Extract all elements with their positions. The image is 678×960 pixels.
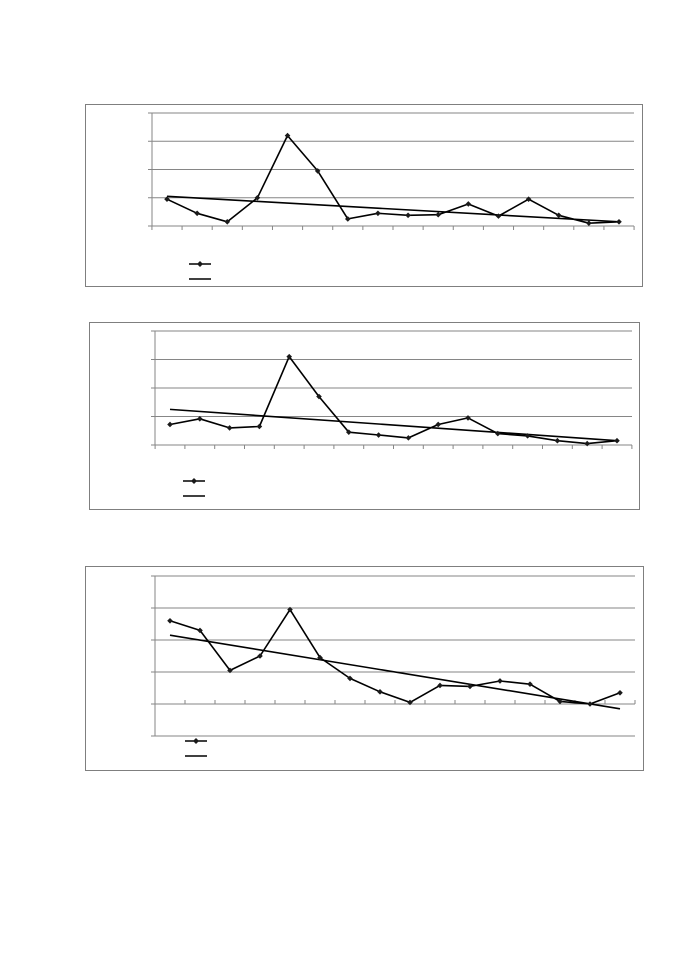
data-point	[286, 353, 292, 360]
data-point	[555, 212, 562, 219]
series-line	[169, 608, 621, 705]
data-point	[254, 194, 261, 201]
trend-line	[169, 408, 618, 442]
data-point	[497, 678, 503, 684]
data-point	[616, 218, 622, 225]
legend-series-marker	[191, 478, 197, 484]
data-point	[465, 415, 471, 421]
data-point	[554, 437, 561, 444]
data-point	[465, 201, 472, 207]
data-point	[194, 210, 200, 217]
data-point	[557, 698, 563, 705]
data-point	[346, 429, 352, 435]
data-point	[524, 433, 531, 439]
data-point	[287, 606, 293, 613]
data-point	[227, 667, 233, 674]
data-point	[375, 210, 381, 217]
data-point	[284, 132, 291, 139]
data-point	[347, 675, 353, 682]
data-point	[257, 653, 263, 659]
data-point	[197, 627, 203, 634]
data-point	[405, 212, 411, 219]
trend-line	[166, 195, 620, 223]
data-point	[495, 430, 501, 437]
trend-line	[169, 634, 621, 710]
data-point	[167, 421, 173, 428]
data-point	[164, 196, 170, 202]
data-point	[525, 196, 532, 202]
data-point	[224, 218, 231, 225]
data-point	[167, 618, 173, 624]
data-point	[614, 437, 620, 444]
legend-series-marker	[193, 738, 199, 744]
data-point	[375, 432, 382, 438]
data-point	[527, 681, 533, 687]
data-point	[584, 440, 590, 447]
data-point	[405, 435, 412, 441]
series-line	[166, 134, 620, 224]
chart-frame	[85, 566, 644, 771]
data-point	[314, 168, 321, 174]
data-point	[226, 425, 233, 431]
data-point	[197, 415, 203, 422]
data-point	[256, 423, 263, 430]
data-point	[435, 211, 441, 218]
data-point	[617, 690, 623, 696]
legend-series-marker	[197, 261, 203, 267]
data-point	[317, 654, 323, 661]
data-point	[377, 689, 383, 695]
data-point	[467, 683, 473, 690]
data-point	[587, 701, 593, 707]
data-point	[586, 220, 592, 226]
data-point	[435, 421, 441, 428]
series-line	[169, 355, 618, 445]
chart-frame	[85, 104, 643, 287]
data-point	[437, 682, 443, 689]
data-point	[345, 216, 351, 222]
data-point	[495, 213, 502, 219]
data-point	[316, 393, 322, 400]
data-point	[407, 699, 413, 706]
